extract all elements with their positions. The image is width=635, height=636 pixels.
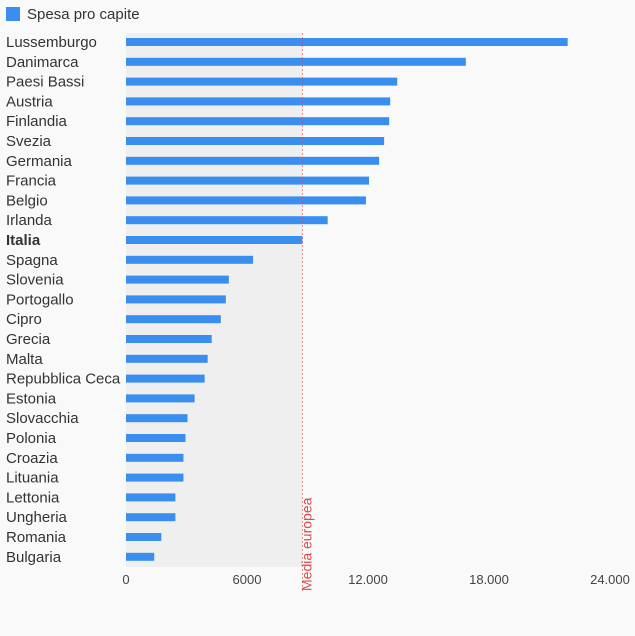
bar-danimarca: [126, 57, 466, 66]
category-label: Italia: [6, 232, 41, 249]
category-label: Spagna: [6, 252, 58, 269]
x-tick-label: 6000: [233, 572, 262, 587]
category-label: Lussemburgo: [6, 34, 97, 51]
category-label: Estonia: [6, 390, 57, 407]
bar-italia: [126, 236, 303, 244]
category-label: Romania: [6, 529, 67, 546]
bar-lettonia: [126, 493, 176, 502]
bar-estonia: [126, 394, 195, 403]
bar-repubblica-ceca: [126, 374, 205, 383]
bar-spagna: [126, 255, 254, 264]
bar-ungheria: [126, 513, 176, 522]
category-label: Cipro: [6, 311, 42, 328]
category-label: Repubblica Ceca: [6, 371, 121, 388]
reference-line-label: Media europea: [298, 497, 314, 591]
category-label: Francia: [6, 173, 57, 190]
bar-finlandia: [126, 117, 390, 126]
category-label: Austria: [6, 93, 53, 110]
category-label: Paesi Bassi: [6, 74, 84, 91]
bar-lussemburgo: [126, 38, 568, 46]
bar-francia: [126, 176, 370, 185]
bar-croazia: [126, 453, 184, 462]
legend-label: Spesa pro capite: [27, 5, 140, 23]
bar-austria: [126, 97, 391, 106]
x-tick-label: 0: [122, 572, 129, 587]
category-label: Germania: [6, 153, 73, 170]
category-label: Bulgaria: [6, 549, 62, 566]
bar-romania: [126, 533, 162, 541]
category-label: Polonia: [6, 430, 57, 447]
bar-bulgaria: [126, 552, 155, 561]
category-label: Finlandia: [6, 113, 68, 130]
category-label: Lettonia: [6, 489, 60, 506]
bar-germania: [126, 156, 380, 165]
x-tick-label: 24.000: [590, 572, 630, 587]
bar-polonia: [126, 434, 186, 442]
bar-lituania: [126, 473, 184, 482]
bar-malta: [126, 354, 208, 363]
category-label: Portogallo: [6, 291, 74, 308]
bar-irlanda: [126, 216, 328, 225]
legend-swatch: [6, 7, 20, 21]
bar-cipro: [126, 315, 221, 324]
bar-belgio: [126, 196, 366, 205]
bar-paesi-bassi: [126, 77, 398, 86]
category-label: Malta: [6, 351, 43, 368]
category-label: Svezia: [6, 133, 52, 150]
bar-portogallo: [126, 295, 226, 304]
category-label: Lituania: [6, 470, 59, 487]
bar-grecia: [126, 335, 212, 343]
bar-slovenia: [126, 275, 229, 284]
category-label: Ungheria: [6, 509, 68, 526]
x-tick-label: 18.000: [469, 572, 509, 587]
bar-svezia: [126, 137, 385, 145]
x-tick-label: 12.000: [348, 572, 388, 587]
category-label: Irlanda: [6, 212, 53, 229]
legend: Spesa pro capite: [6, 4, 140, 24]
category-label: Slovenia: [6, 272, 64, 289]
category-label: Danimarca: [6, 54, 79, 71]
category-label: Slovacchia: [6, 410, 79, 427]
category-label: Grecia: [6, 331, 51, 348]
category-label: Croazia: [6, 450, 58, 467]
category-label: Belgio: [6, 192, 48, 209]
bar-slovacchia: [126, 414, 188, 423]
